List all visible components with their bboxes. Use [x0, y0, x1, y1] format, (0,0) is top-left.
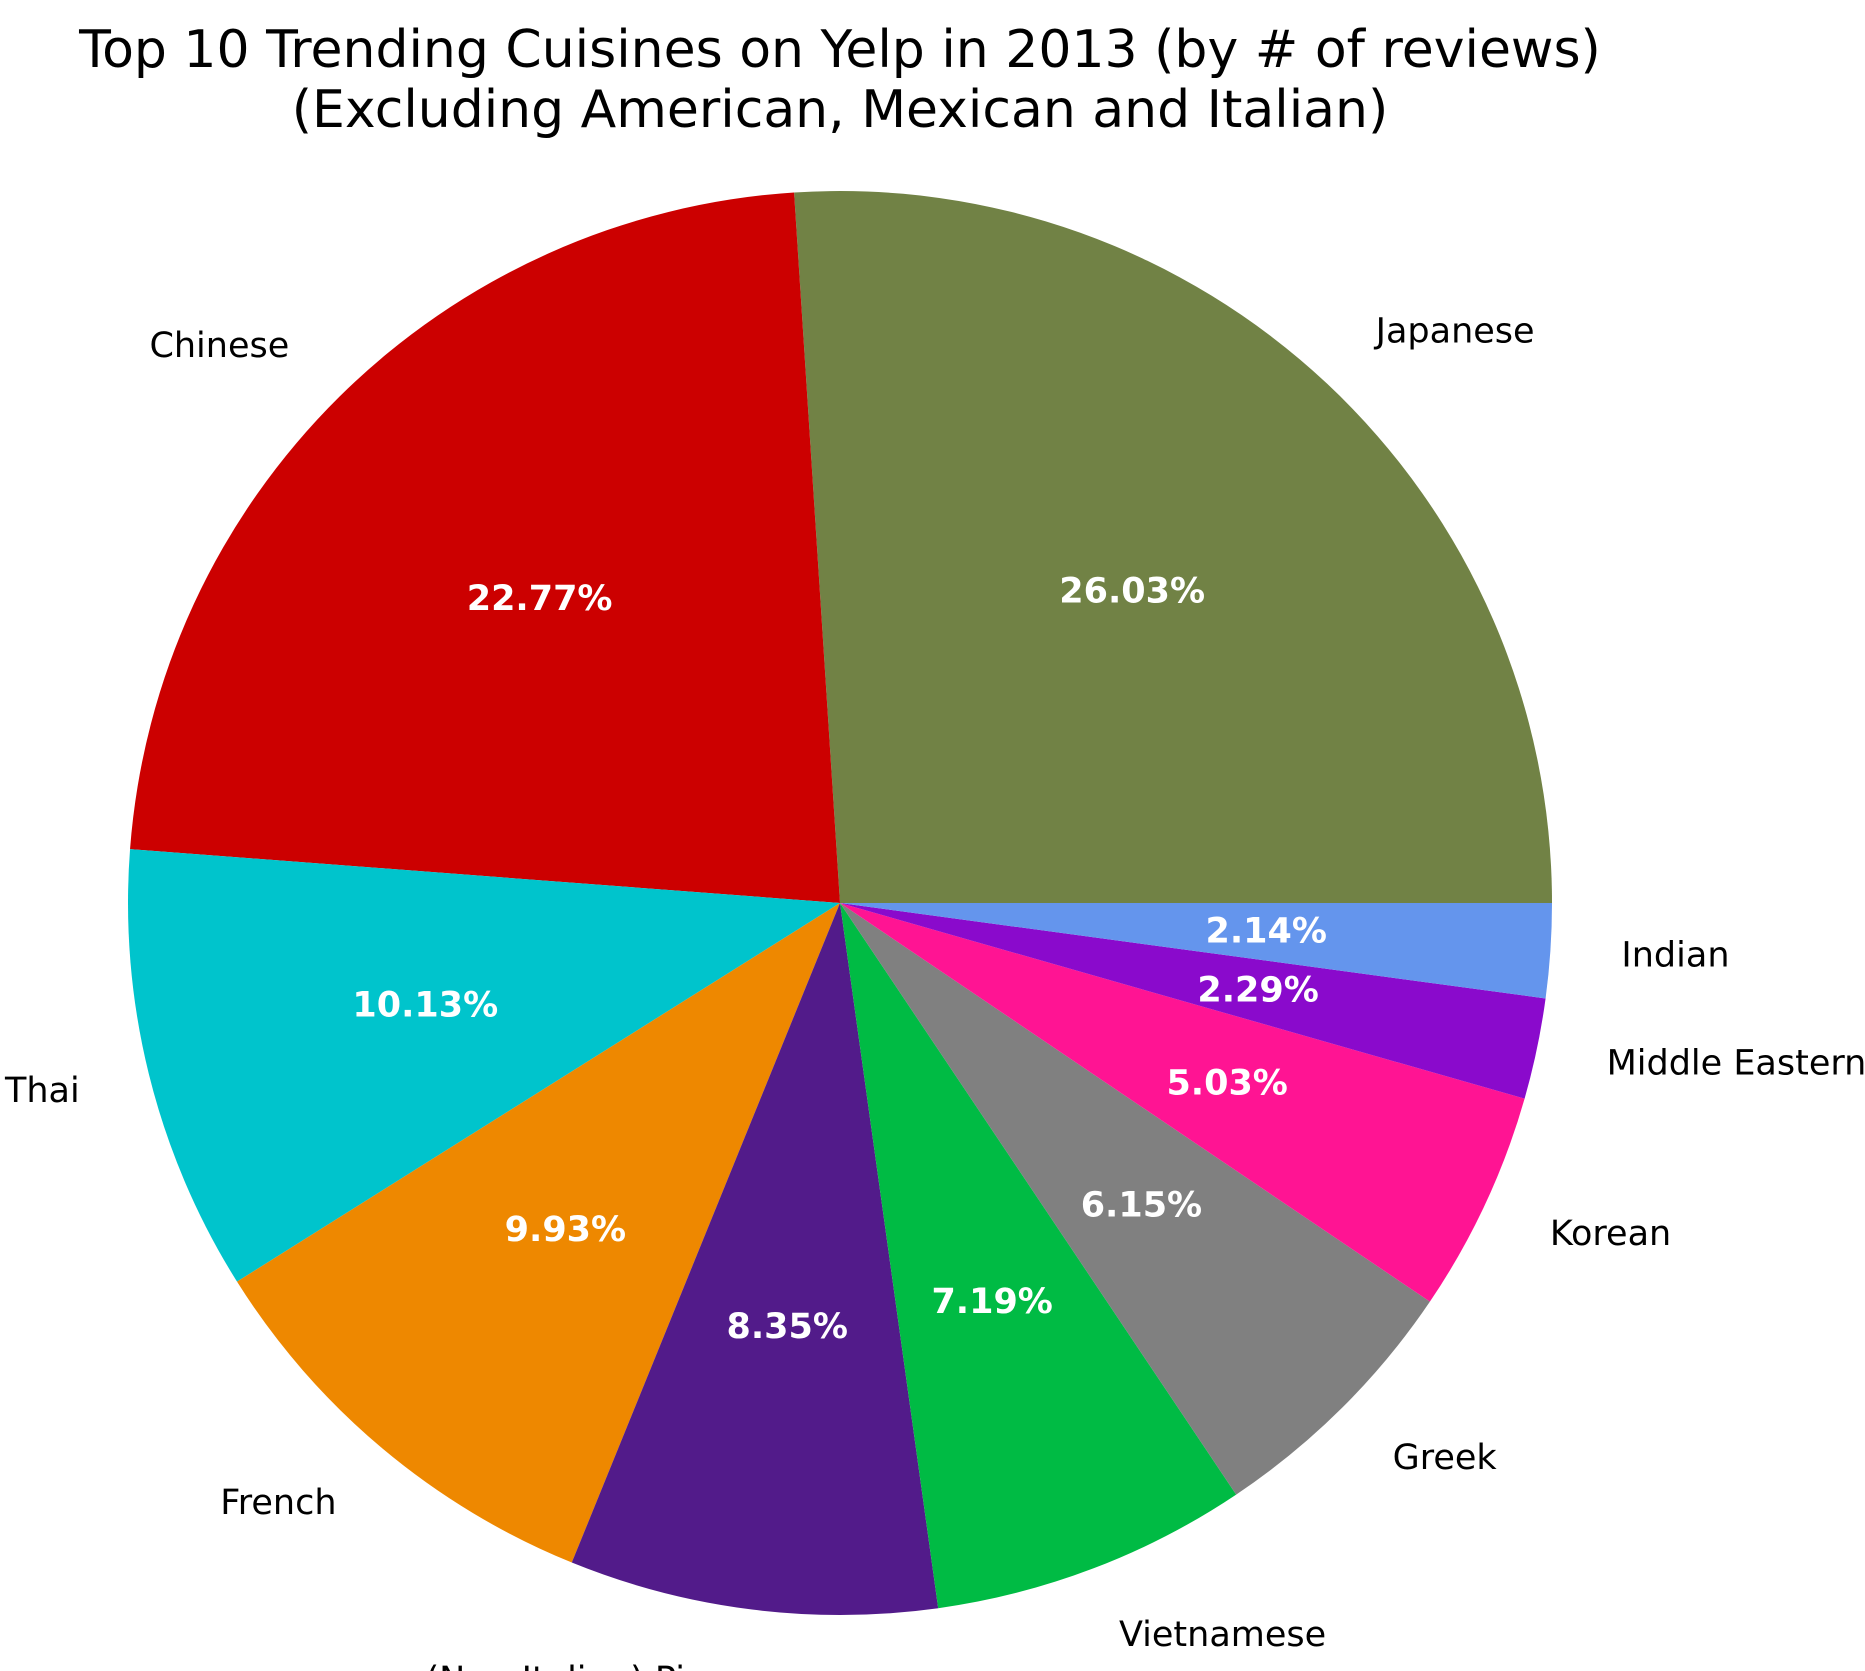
- slice-label-thai: Thai: [4, 1071, 80, 1111]
- pie-slice-french: [237, 903, 841, 1563]
- pct-label-chinese: 22.77%: [467, 579, 613, 619]
- pct-label-japanese: 26.03%: [1059, 571, 1205, 611]
- slice-label-japanese: Japanese: [1374, 312, 1535, 352]
- pct-label-korean: 5.03%: [1166, 1064, 1287, 1104]
- slice-label-non-italian-pizza: (Non-Italian) Pizza: [426, 1660, 744, 1671]
- pct-label-middle-eastern: 2.29%: [1197, 971, 1318, 1011]
- slice-label-korean: Korean: [1550, 1214, 1671, 1254]
- pie-labels: Japanese 26.03% Chinese 22.77% Thai 10.13% Fre…: [4, 312, 1865, 1671]
- slice-label-indian: Indian: [1621, 936, 1729, 976]
- pct-label-vietnamese: 7.19%: [931, 1282, 1052, 1322]
- slice-label-vietnamese: Vietnamese: [1119, 1615, 1326, 1655]
- chart-title-line-1: Top 10 Trending Cuisines on Yelp in 2013…: [79, 20, 1601, 80]
- pct-label-thai: 10.13%: [352, 986, 498, 1026]
- pct-label-indian: 2.14%: [1206, 912, 1327, 952]
- pie-slices: [127, 191, 1552, 1615]
- slice-label-chinese: Chinese: [149, 326, 289, 366]
- slice-label-middle-eastern: Middle Eastern: [1607, 1043, 1865, 1083]
- pie-slice-thai: [127, 849, 840, 1282]
- pct-label-french: 9.93%: [505, 1210, 626, 1250]
- slice-label-greek: Greek: [1393, 1438, 1498, 1478]
- pct-label-greek: 6.15%: [1081, 1186, 1202, 1226]
- pie-slice-korean: [840, 903, 1525, 1302]
- pie-slice-non-italian-pizza: [571, 903, 939, 1615]
- pie-slice-chinese: [130, 192, 841, 904]
- pct-label-non-italian-pizza: 8.35%: [726, 1307, 847, 1347]
- pie-slice-greek: [840, 903, 1430, 1495]
- pie-slice-japanese: [794, 191, 1552, 903]
- pie-slice-middle-eastern: [840, 903, 1546, 1099]
- pie-slice-vietnamese: [840, 903, 1237, 1609]
- slice-label-french: French: [220, 1483, 336, 1523]
- pie-slice-indian: [840, 903, 1552, 999]
- chart-title-line-2: (Excluding American, Mexican and Italian…: [291, 80, 1389, 140]
